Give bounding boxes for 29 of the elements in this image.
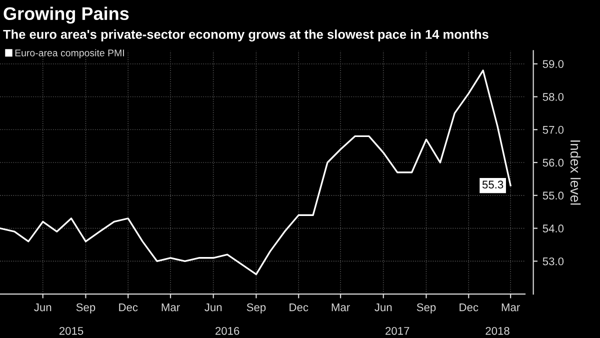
y-tick-label: 58.0 xyxy=(542,93,564,101)
x2-tick-label: 2018 xyxy=(486,326,510,335)
x-tick-label: Sep xyxy=(76,303,96,314)
x-tick-label: Jun xyxy=(34,303,52,312)
x-tick-label: Mar xyxy=(162,303,180,312)
y-tick-label: 59.0 xyxy=(542,60,564,68)
x-tick-label: Dec xyxy=(119,303,138,312)
x2-tick-label: 2017 xyxy=(386,326,410,335)
x-tick-label: Sep xyxy=(246,303,266,314)
x-tick-label: Mar xyxy=(332,303,350,312)
x-tick-label: Dec xyxy=(290,303,308,312)
x2-tick-label: 2016 xyxy=(216,326,240,335)
legend-label: Euro-area composite PMI xyxy=(15,49,124,58)
y-tick-label: 57.0 xyxy=(542,126,564,134)
y-axis-title: Index level xyxy=(570,140,581,205)
data-label: 55.3 xyxy=(482,180,504,189)
chart-subtitle: The euro area's private-sector economy grows at the slowest pace in 14 months xyxy=(3,30,488,42)
y-tick-label: 53.0 xyxy=(542,257,564,266)
x-tick-label: Jun xyxy=(204,303,222,312)
x-tick-label: Dec xyxy=(460,303,478,312)
x-tick-label: Jun xyxy=(374,303,392,312)
line-series xyxy=(0,70,512,276)
x-tick-label: Sep xyxy=(416,303,436,314)
chart-title: Growing Pains xyxy=(4,6,129,24)
x-tick-label: Mar xyxy=(502,303,520,312)
y-tick-label: 54.0 xyxy=(542,224,564,232)
x2-tick-label: 2015 xyxy=(59,326,84,335)
y-tick-label: 55.0 xyxy=(542,192,564,200)
y-tick-label: 56.0 xyxy=(542,158,564,167)
